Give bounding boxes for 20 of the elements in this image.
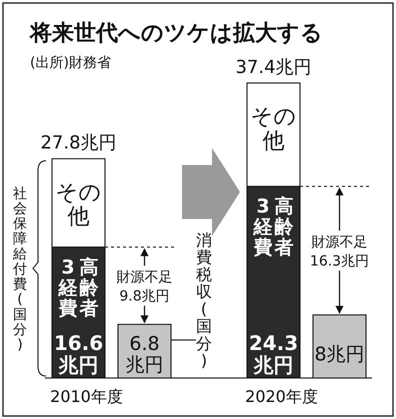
data-label: 24.3兆円 — [248, 331, 298, 377]
x-tick-label: 2020年度 — [245, 387, 318, 406]
text: その他 — [250, 104, 296, 154]
annotation: 財源不足 — [116, 270, 172, 286]
series-label: その他 — [56, 180, 102, 230]
total-label: 37.4兆円 — [235, 57, 312, 78]
data-label: 16.6兆円 — [54, 331, 104, 377]
legend-label: 消費税収(国分) — [196, 230, 212, 370]
annotation: 16.3兆円 — [310, 254, 370, 270]
text: 社会保障給付費(国分) — [13, 186, 27, 353]
total-label: 27.8兆円 — [40, 132, 117, 154]
chart-subtitle: (出所)財務省 — [30, 55, 111, 71]
x-tick-label: 2010年度 — [50, 387, 123, 406]
text: 高齢者3経費 — [254, 196, 294, 259]
annotation: 9.8兆円 — [119, 288, 170, 305]
data-label: 6.8兆円 — [126, 333, 164, 376]
annotation: 財源不足 — [312, 234, 368, 251]
chart-title: 将来世代へのツケは拡大する — [29, 21, 323, 46]
data-label: 8兆円 — [314, 344, 365, 366]
series-label: 高齢者3経費 — [58, 256, 100, 320]
